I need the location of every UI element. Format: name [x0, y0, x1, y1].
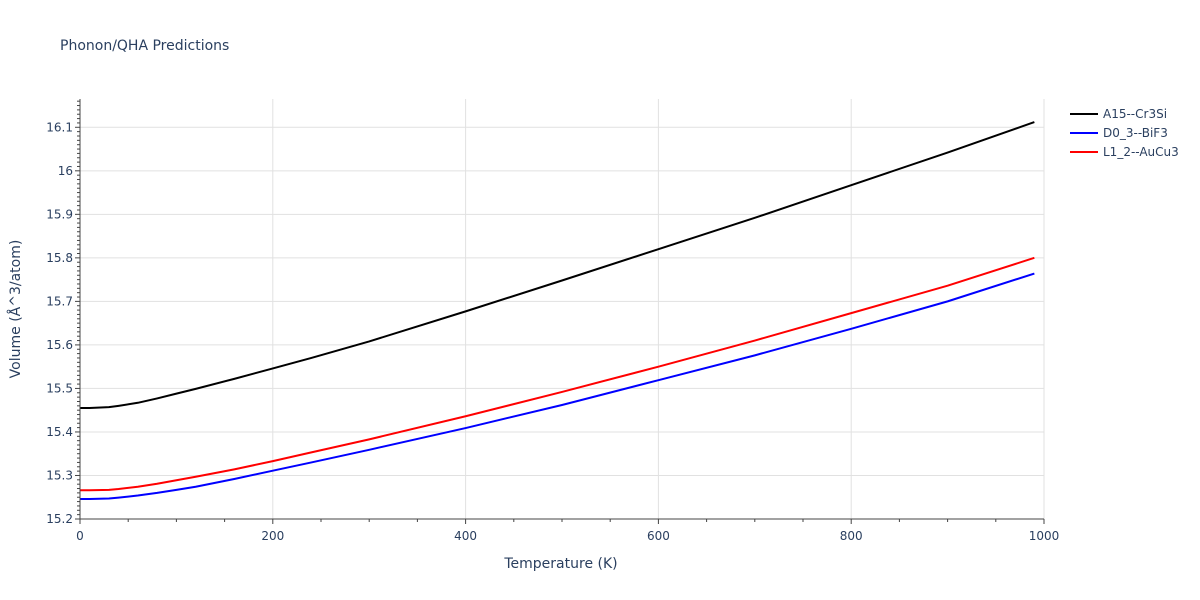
y-tick-label: 15.4 — [46, 425, 73, 439]
chart-title: Phonon/QHA Predictions — [60, 38, 229, 54]
y-tick-label: 15.3 — [46, 468, 73, 482]
legend-label: L1_2--AuCu3 — [1103, 145, 1179, 159]
y-tick-label: 16.1 — [46, 120, 73, 134]
x-tick-label: 200 — [261, 529, 284, 543]
legend-item[interactable]: A15--Cr3Si — [1070, 107, 1167, 121]
legend-label: D0_3--BiF3 — [1103, 126, 1168, 140]
y-tick-label: 15.5 — [46, 381, 73, 395]
x-tick-label: 1000 — [1029, 529, 1060, 543]
series-line — [80, 272, 1035, 500]
y-tick-label: 15.9 — [46, 207, 73, 221]
x-axis-title: Temperature (K) — [503, 556, 617, 572]
x-tick-labels: 0 200 400 600 800 1000 — [76, 529, 1059, 543]
y-tick-label: 16 — [58, 164, 73, 178]
legend[interactable]: A15--Cr3Si D0_3--BiF3 L1_2--AuCu3 — [1070, 107, 1179, 159]
x-tick-label: 0 — [76, 529, 84, 543]
y-tick-label: 15.2 — [46, 512, 73, 526]
legend-item[interactable]: L1_2--AuCu3 — [1070, 145, 1179, 159]
series-line — [80, 256, 1035, 492]
y-tick-label: 15.7 — [46, 294, 73, 308]
y-tick-labels: 15.2 15.3 15.4 15.5 15.6 15.7 15.8 15.9 16 16.1 — [46, 120, 73, 526]
x-tick-label: 400 — [454, 529, 477, 543]
y-axis-title: Volume (Å^3/atom) — [7, 240, 24, 379]
series-line — [80, 121, 1035, 410]
legend-label: A15--Cr3Si — [1103, 107, 1167, 121]
y-tick-label: 15.8 — [46, 251, 73, 265]
x-tick-label: 600 — [647, 529, 670, 543]
y-tick-label: 15.6 — [46, 338, 73, 352]
legend-item[interactable]: D0_3--BiF3 — [1070, 126, 1168, 140]
plot-series — [80, 121, 1035, 500]
axes — [75, 99, 1045, 524]
x-tick-label: 800 — [840, 529, 863, 543]
grid-lines — [80, 99, 1045, 519]
